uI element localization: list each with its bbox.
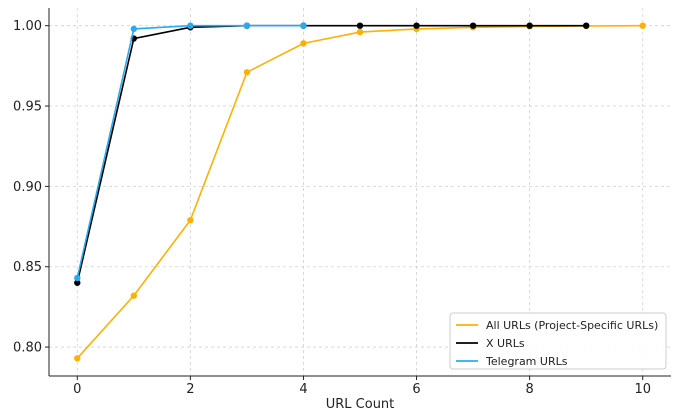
data-point-all-urls-project-specific-urls [187, 216, 194, 224]
x-tick-label: 4 [299, 382, 307, 397]
y-tick-label: 0.95 [13, 100, 42, 115]
data-point-all-urls-project-specific-urls [74, 355, 81, 362]
data-point-telegram-urls [243, 22, 251, 29]
legend: All URLs (Project-Specific URLs) X URLs Te… [449, 312, 667, 370]
data-point-x-urls [413, 22, 420, 29]
x-tick-label: 10 [634, 382, 651, 397]
legend-label: Telegram URLs [485, 355, 568, 368]
axes [48, 8, 671, 377]
data-point-all-urls-project-specific-urls [130, 292, 138, 299]
legend-label: All URLs (Project-Specific URLs) [486, 319, 658, 332]
data-point-all-urls-project-specific-urls [639, 22, 646, 29]
y-tick-label: 0.85 [13, 260, 42, 275]
x-tick-label: 6 [412, 382, 420, 397]
legend-box [449, 312, 667, 370]
y-tick-label: 1.00 [13, 19, 42, 34]
data-point-telegram-urls [300, 22, 307, 29]
x-axis-label: URL Count [326, 397, 395, 412]
data-point-telegram-urls [187, 22, 194, 29]
x-tick-label: 2 [186, 382, 194, 397]
series-line-x-urls [76, 24, 587, 283]
data-point-x-urls [469, 22, 477, 29]
data-point-x-urls [526, 22, 533, 29]
data-point-all-urls-project-specific-urls [300, 40, 307, 47]
data-point-telegram-urls [130, 25, 138, 33]
y-tick-label: 0.90 [13, 180, 42, 195]
series-line-all-urls-project-specific-urls [76, 24, 643, 359]
x-tick-label: 8 [525, 382, 533, 397]
tick-labels: 0 2 4 6 8 10 0.80 0.85 0.90 0.95 1.00 [13, 19, 651, 397]
legend-label: X URLs [486, 337, 525, 350]
data-point-x-urls [582, 22, 590, 29]
data-point-all-urls-project-specific-urls [356, 28, 364, 36]
data-point-all-urls-project-specific-urls [243, 69, 251, 76]
data-point-telegram-urls [74, 274, 81, 282]
series-layer [74, 22, 646, 362]
y-tick-label: 0.80 [13, 341, 42, 356]
data-point-x-urls [356, 22, 364, 29]
data-point-x-urls [74, 279, 81, 286]
x-tick-label: 0 [73, 382, 81, 397]
